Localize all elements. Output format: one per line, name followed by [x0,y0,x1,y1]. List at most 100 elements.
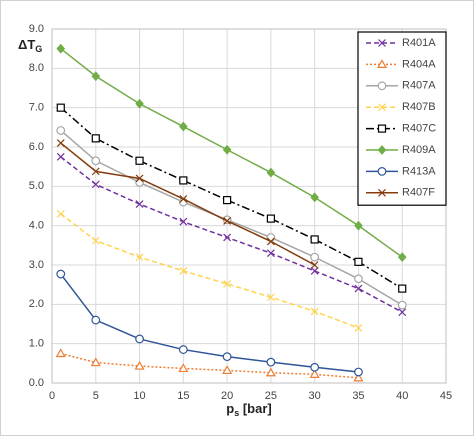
legend-label: R413A [402,165,436,177]
marker [354,257,363,266]
marker [266,293,275,302]
marker [377,166,387,176]
marker [223,217,232,225]
marker [179,217,188,226]
marker [354,284,363,293]
marker [310,192,319,203]
legend-label: R407C [402,123,436,135]
marker [91,236,100,245]
x-tick-label: 35 [352,390,364,402]
x-tick-label: 5 [93,390,99,402]
marker [310,307,319,316]
legend-label: R407F [402,187,435,199]
x-tick-label: 0 [49,390,55,402]
marker [397,252,407,263]
marker [377,124,387,133]
marker [310,362,320,372]
series-line [60,213,359,329]
marker [91,180,100,189]
x-label-rest: [bar] [239,401,272,416]
legend-label: R407A [402,80,436,92]
legend-label: R401A [402,37,436,49]
y-tick-label: 7.0 [29,102,44,114]
marker [179,266,188,275]
marker [397,300,407,310]
marker [56,139,65,147]
marker [56,209,65,218]
y-tick-label: 9.0 [29,23,44,35]
marker [378,188,386,197]
y-tick-label: 1.0 [29,338,44,350]
marker [353,372,364,382]
marker [222,352,232,362]
series-line [60,273,359,373]
marker [223,279,232,288]
x-label-sub: s [234,408,239,418]
y-tick-label: 5.0 [29,180,44,192]
x-tick-label: 30 [309,390,321,402]
marker [266,357,276,367]
x-tick-label: 25 [265,390,277,402]
legend-label: R407B [402,101,436,113]
legend-label: R409A [402,144,436,156]
y-tick-label: 3.0 [29,259,44,271]
marker [354,367,363,377]
marker [178,363,189,373]
y-tick-label: 6.0 [29,141,44,153]
marker [266,249,275,258]
marker [398,284,407,293]
marker [56,43,66,54]
marker [91,134,100,143]
marker [376,59,388,68]
marker [310,235,319,244]
marker [377,145,387,155]
marker [56,103,65,112]
marker [223,233,232,242]
marker [265,367,276,377]
x-tick-label: 20 [221,390,233,402]
x-tick-label: 15 [177,390,189,402]
marker [179,176,188,185]
marker [222,144,232,155]
marker [309,369,320,378]
marker [378,39,386,47]
marker [135,98,144,109]
plot-border [51,28,447,384]
marker [56,152,65,161]
marker [266,167,276,178]
marker [398,308,407,317]
y-label-sub: G [35,44,42,54]
marker [354,220,363,231]
marker [135,174,144,183]
marker [310,261,319,269]
x-label-main: p [226,401,234,416]
legend-box [357,31,447,206]
x-tick-label: 45 [440,390,452,402]
marker [91,315,101,325]
y-tick-label: 2.0 [29,298,44,310]
marker [90,357,101,367]
y-label-main: ΔT [18,37,35,52]
marker [266,214,275,223]
marker [56,269,66,279]
marker [91,71,101,82]
marker [135,200,144,208]
marker [354,274,363,284]
x-axis-label: ps [bar] [226,401,271,418]
series-line [60,352,359,379]
marker [134,360,145,370]
marker [56,126,66,135]
marker [135,156,144,165]
x-tick-label: 40 [396,390,408,402]
marker [179,121,188,132]
marker [179,194,188,203]
marker [135,253,144,262]
marker [310,266,319,275]
x-tick-label: 10 [133,390,145,402]
marker [223,196,232,205]
y-tick-label: 8.0 [29,62,44,74]
marker [91,167,100,176]
marker [310,252,320,262]
marker [55,348,66,358]
